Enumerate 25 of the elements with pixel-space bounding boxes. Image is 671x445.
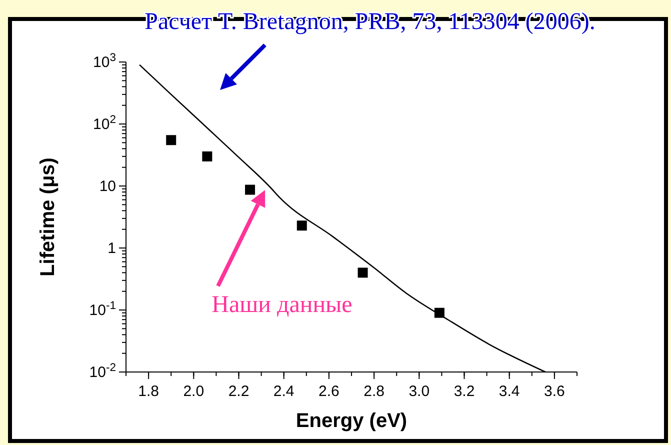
x-axis-title: Energy (eV)	[296, 410, 408, 432]
x-tick-label: 2.2	[228, 383, 250, 400]
x-tick-label: 2.8	[364, 383, 384, 400]
annotation: Наши данные	[212, 292, 352, 318]
x-tick-label: 3.0	[408, 383, 430, 400]
x-tick-label: 3.2	[454, 383, 475, 400]
point	[202, 151, 212, 162]
point	[296, 220, 307, 231]
point	[434, 308, 444, 318]
point	[245, 184, 256, 195]
point	[358, 268, 368, 278]
x-tick-label: 2.4	[273, 383, 294, 400]
y-tick-label: 10$^{2}$	[93, 114, 116, 133]
x-tick-label: 2.6	[318, 383, 340, 400]
x-tick-label: 2.0	[183, 383, 204, 400]
y-tick-label: 10$^{-1}$	[89, 300, 116, 319]
y-tick-label: 10$^{-2}$	[89, 362, 116, 381]
x-tick-label: 3.6	[544, 383, 565, 400]
y-tick-label: 10	[99, 178, 116, 195]
point	[166, 135, 176, 146]
x-tick-label: 3.4	[498, 383, 520, 400]
x-tick-label: 1.8	[138, 383, 159, 400]
y-axis-title: Lifetime (μs)	[37, 158, 59, 276]
y-tick-label: 10$^{3}$	[93, 52, 116, 71]
y-tick-label: 1	[108, 240, 116, 257]
